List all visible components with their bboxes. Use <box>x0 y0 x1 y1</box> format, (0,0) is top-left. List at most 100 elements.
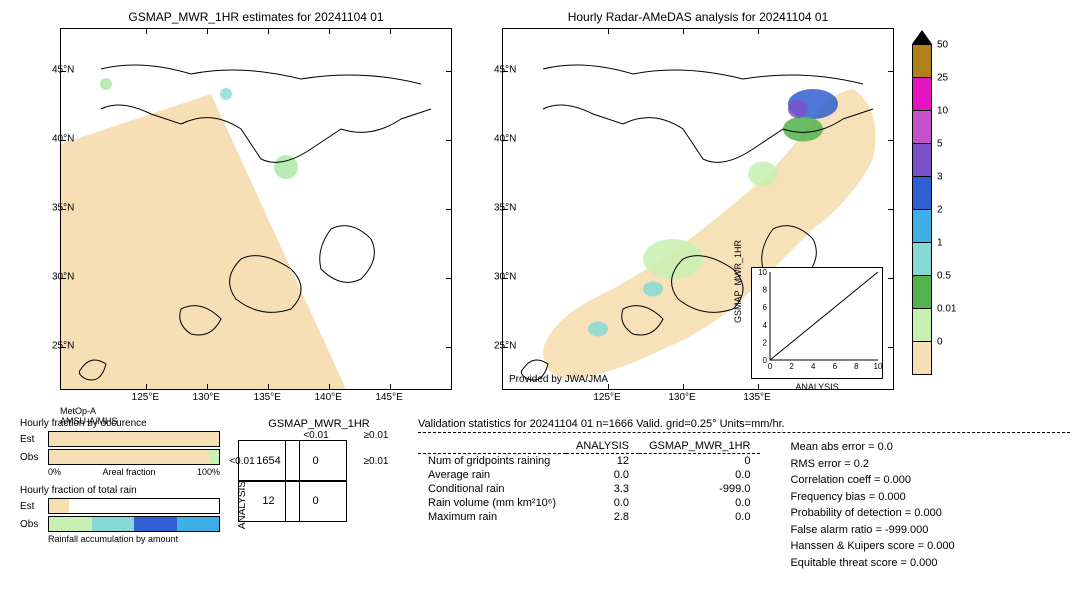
satellite-caption: MetOp-A AMSU-A/MHS <box>60 406 118 426</box>
fraction-panels: Hourly fraction by occurence Est Obs 0% A… <box>20 418 220 544</box>
stats-list-item: False alarm ratio = -999.000 <box>790 522 954 539</box>
frac-total-caption: Rainfall accumulation by amount <box>20 534 220 544</box>
fraction-total-row: Obs <box>20 516 220 532</box>
lat-label: 35°N <box>494 203 498 214</box>
fraction-row-label: Est <box>20 501 48 512</box>
right-map-title: Hourly Radar-AMeDAS analysis for 2024110… <box>502 10 894 24</box>
contingency-grid: <0.01≥0.01ANALYSIS<0.0116540≥0.01120 <box>232 430 406 529</box>
sensor-name: AMSU-A/MHS <box>60 416 118 426</box>
stats-list-item: Probability of detection = 0.000 <box>790 505 954 522</box>
stats-divider <box>418 432 1070 433</box>
frac-axis-left: 0% <box>48 467 61 477</box>
colorbar-segment: 25 <box>912 77 932 110</box>
colorbar-segment: 3 <box>912 176 932 209</box>
fraction-bar-row: Obs <box>20 449 220 465</box>
stats-val-analysis: 3.3 <box>566 482 639 496</box>
colorbar-label: 0.5 <box>937 271 951 282</box>
svg-text:10: 10 <box>758 268 767 277</box>
frac-axis-mid: Areal fraction <box>102 467 155 477</box>
fraction-total-bars: Est Obs <box>20 498 220 532</box>
left-map-svg <box>61 29 451 389</box>
left-map-title: GSMAP_MWR_1HR estimates for 20241104 01 <box>60 10 452 24</box>
stats-row-label: Maximum rain <box>418 510 566 524</box>
fraction-bar-row: Est <box>20 431 220 447</box>
stats-val-gsmap: 0 <box>639 454 760 468</box>
inset-y-label: GSMAP_MWR_1HR <box>733 240 743 323</box>
colorbar-arrow-top <box>912 30 932 44</box>
contingency-cell: 0 <box>285 480 347 522</box>
right-map-panel: Hourly Radar-AMeDAS analysis for 2024110… <box>502 10 894 390</box>
stats-val-analysis: 0.0 <box>566 496 639 510</box>
inset-svg: 00224466881010 <box>752 268 882 378</box>
stats-val-gsmap: 0.0 <box>639 510 760 524</box>
sat-name: MetOp-A <box>60 406 118 416</box>
colorbar-label: 3 <box>937 172 943 183</box>
fraction-total-row: Est <box>20 498 220 514</box>
provided-by-label: Provided by JWA/JMA <box>509 374 608 385</box>
frac-occ-axis: 0% Areal fraction 100% <box>20 467 220 477</box>
colorbar-label: 0 <box>937 337 943 348</box>
svg-text:4: 4 <box>811 362 816 371</box>
lat-label: 25°N <box>52 341 56 352</box>
stats-val-analysis: 12 <box>566 454 639 468</box>
svg-text:8: 8 <box>854 362 859 371</box>
colorbar-segment: 0 <box>912 341 932 375</box>
colorbar-label: 25 <box>937 73 948 84</box>
stats-row-label: Conditional rain <box>418 482 566 496</box>
stats-list-item: Hanssen & Kuipers score = 0.000 <box>790 538 954 555</box>
stats-col-header: ANALYSIS <box>566 439 639 454</box>
lat-label: 45°N <box>52 64 56 75</box>
svg-text:2: 2 <box>789 362 794 371</box>
lat-label: 40°N <box>52 133 56 144</box>
stats-list: Mean abs error = 0.0RMS error = 0.2Corre… <box>790 439 954 571</box>
colorbar-segment: 1 <box>912 242 932 275</box>
colorbar: 50251053210.50.010 <box>912 30 932 390</box>
frac-occ-title: Hourly fraction by occurence <box>20 418 220 429</box>
lon-label: 125°E <box>132 390 159 403</box>
stats-row-label: Average rain <box>418 468 566 482</box>
left-map-panel: GSMAP_MWR_1HR estimates for 20241104 01 … <box>60 10 452 390</box>
svg-text:4: 4 <box>763 321 768 330</box>
lon-label: 125°E <box>593 390 620 403</box>
colorbar-segment: 10 <box>912 110 932 143</box>
lon-label: 135°E <box>743 390 770 403</box>
contingency-cell: 0 <box>285 440 347 482</box>
lat-label: 40°N <box>494 133 498 144</box>
colorbar-segment: 0.5 <box>912 275 932 308</box>
colorbar-segment: 5 <box>912 143 932 176</box>
contingency-header: ≥0.01 <box>364 456 389 467</box>
stats-panel: Validation statistics for 20241104 01 n=… <box>418 418 1070 571</box>
svg-text:10: 10 <box>874 362 882 371</box>
lon-label: 135°E <box>254 390 281 403</box>
inset-x-label: ANALYSIS <box>795 382 838 390</box>
svg-text:0: 0 <box>768 362 773 371</box>
stats-col-header: GSMAP_MWR_1HR <box>639 439 760 454</box>
colorbar-segments: 50251053210.50.010 <box>912 44 932 375</box>
svg-text:6: 6 <box>833 362 838 371</box>
frac-total-title: Hourly fraction of total rain <box>20 485 220 496</box>
lon-label: 145°E <box>375 390 402 403</box>
stats-list-item: Equitable threat score = 0.000 <box>790 555 954 572</box>
contingency-y-label: ANALYSIS <box>237 481 248 529</box>
colorbar-label: 1 <box>937 238 943 249</box>
stats-list-item: Frequency bias = 0.000 <box>790 489 954 506</box>
stats-val-gsmap: 0.0 <box>639 468 760 482</box>
colorbar-segment: 50 <box>912 44 932 77</box>
stats-val-analysis: 0.0 <box>566 468 639 482</box>
bottom-row: Hourly fraction by occurence Est Obs 0% A… <box>10 418 1070 571</box>
svg-text:6: 6 <box>763 303 768 312</box>
fraction-row-label: Est <box>20 434 48 445</box>
lat-label: 35°N <box>52 203 56 214</box>
colorbar-label: 2 <box>937 205 943 216</box>
stats-row-label: Num of gridpoints raining <box>418 454 566 468</box>
fraction-row-label: Obs <box>20 519 48 530</box>
svg-text:0: 0 <box>763 356 768 365</box>
frac-axis-right: 100% <box>197 467 220 477</box>
lon-label: 130°E <box>668 390 695 403</box>
svg-text:2: 2 <box>763 338 768 347</box>
colorbar-label: 0.01 <box>937 304 956 315</box>
contingency-header: ≥0.01 <box>364 430 389 441</box>
fraction-occurrence-bars: Est Obs <box>20 431 220 465</box>
stats-list-item: Correlation coeff = 0.000 <box>790 472 954 489</box>
stats-table: ANALYSISGSMAP_MWR_1HR Num of gridpoints r… <box>418 439 760 571</box>
